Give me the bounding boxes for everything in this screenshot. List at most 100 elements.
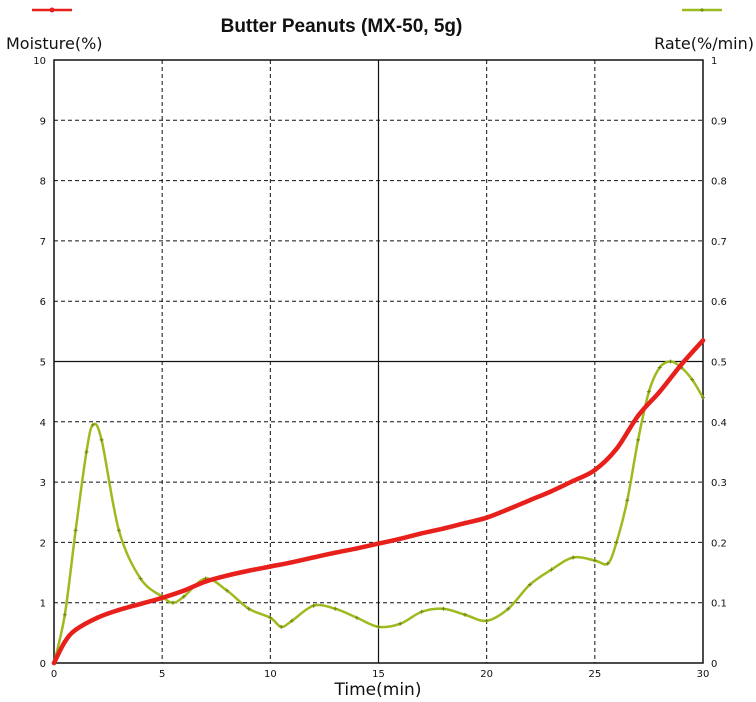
series-rate-point bbox=[246, 606, 251, 611]
series-rate-point bbox=[657, 365, 662, 370]
series-moisture-point bbox=[289, 560, 295, 565]
series-moisture-point bbox=[549, 488, 554, 494]
y-right-tick-label: 0.9 bbox=[711, 116, 727, 127]
series-moisture-point bbox=[614, 446, 619, 452]
series-rate-point bbox=[84, 449, 89, 454]
series-moisture-point bbox=[116, 607, 122, 613]
series-moisture-point bbox=[246, 568, 251, 573]
series-rate-point bbox=[625, 498, 630, 503]
series-moisture-point bbox=[333, 550, 338, 555]
y-left-tick-label: 1 bbox=[40, 599, 46, 610]
series-moisture-point bbox=[700, 338, 706, 343]
series-rate-point bbox=[311, 603, 316, 608]
series-moisture-point bbox=[657, 389, 662, 394]
series-rate-point bbox=[690, 377, 695, 382]
y-right-tick-label: 0 bbox=[711, 659, 717, 670]
y-left-tick-label: 6 bbox=[40, 297, 46, 308]
series-rate-point bbox=[268, 615, 273, 620]
y-left-tick-label: 8 bbox=[40, 177, 46, 188]
series-rate-point bbox=[571, 555, 576, 560]
y-right-tick-label: 0.6 bbox=[711, 297, 727, 308]
series-rate-point bbox=[181, 594, 186, 599]
legend-moisture-marker bbox=[49, 7, 55, 13]
series-rate-point bbox=[354, 615, 359, 620]
series-moisture-point bbox=[181, 588, 186, 593]
series-moisture-point bbox=[354, 546, 360, 551]
series-moisture-point bbox=[506, 507, 511, 512]
series-moisture-point bbox=[73, 627, 78, 633]
y-right-tick-label: 1 bbox=[711, 56, 717, 67]
x-tick-label: 5 bbox=[159, 669, 165, 680]
y-left-tick-label: 3 bbox=[40, 478, 46, 489]
y-left-tick-label: 7 bbox=[40, 237, 46, 248]
series-rate-point bbox=[463, 612, 468, 617]
x-tick-label: 30 bbox=[697, 669, 710, 680]
y-right-tick-label: 0.7 bbox=[711, 237, 727, 248]
series-moisture-point bbox=[203, 579, 208, 584]
series-rate-point bbox=[170, 600, 175, 605]
series-moisture-point bbox=[62, 639, 68, 645]
series-rate-point bbox=[506, 606, 511, 611]
series-moisture-point bbox=[397, 536, 403, 541]
series-rate-point bbox=[668, 359, 673, 364]
series-rate-line bbox=[52, 360, 705, 664]
chart-title: Butter Peanuts (MX-50, 5g) bbox=[220, 16, 463, 37]
series-rate-point bbox=[289, 618, 294, 623]
series-rate-point bbox=[549, 567, 554, 572]
y-axis-right-label: Rate(%/min) bbox=[654, 34, 754, 53]
y-right-tick-label: 0.2 bbox=[711, 538, 727, 549]
y-left-tick-label: 5 bbox=[40, 358, 46, 369]
y-left-tick-label: 9 bbox=[40, 116, 46, 127]
series-rate-point bbox=[441, 606, 446, 611]
x-tick-label: 15 bbox=[372, 669, 385, 680]
series-moisture-point bbox=[635, 413, 641, 418]
y-left-tick-label: 2 bbox=[40, 538, 46, 549]
series-rate-point bbox=[484, 618, 489, 623]
series-moisture-point bbox=[419, 531, 424, 536]
series-moisture-point bbox=[592, 467, 598, 473]
series-moisture-point bbox=[441, 526, 446, 531]
series-rate-point bbox=[73, 528, 78, 533]
series-moisture-point bbox=[311, 555, 316, 560]
series-moisture-point bbox=[679, 362, 684, 367]
x-tick-label: 0 bbox=[51, 669, 57, 680]
x-tick-label: 10 bbox=[264, 669, 277, 680]
series-rate-point bbox=[614, 540, 619, 545]
series-moisture-point bbox=[51, 660, 57, 666]
y-left-tick-label: 10 bbox=[33, 56, 46, 67]
series-rate-point bbox=[646, 389, 651, 394]
series-moisture-point bbox=[95, 615, 100, 620]
series-moisture-point bbox=[571, 478, 576, 484]
y-right-tick-label: 0.8 bbox=[711, 177, 727, 188]
series-moisture-point bbox=[268, 564, 273, 569]
series-rate-point bbox=[99, 437, 104, 442]
series-rate-point bbox=[138, 576, 143, 581]
series-rate-point bbox=[605, 561, 610, 566]
series-moisture-point bbox=[224, 573, 230, 578]
series-rate-point bbox=[419, 609, 424, 614]
series-rate-point bbox=[701, 395, 705, 400]
y-left-tick-label: 4 bbox=[40, 418, 46, 429]
series-rate-point bbox=[376, 624, 381, 629]
series-moisture-point bbox=[462, 520, 468, 526]
y-left-tick-label: 0 bbox=[40, 659, 46, 670]
series-moisture-point bbox=[159, 595, 165, 601]
y-axis-left-label: Moisture(%) bbox=[6, 34, 103, 53]
series-rate-point bbox=[398, 621, 403, 626]
y-right-tick-label: 0.3 bbox=[711, 478, 727, 489]
x-tick-label: 20 bbox=[480, 669, 493, 680]
series-rate-point bbox=[62, 612, 67, 617]
series-rate-point bbox=[527, 582, 532, 587]
series-rate-point bbox=[333, 606, 338, 611]
y-right-tick-label: 0.4 bbox=[711, 418, 727, 429]
x-axis-label: Time(min) bbox=[334, 680, 422, 700]
series-moisture-point bbox=[527, 497, 533, 503]
series-rate-point bbox=[116, 528, 121, 533]
series-rate-point bbox=[279, 624, 284, 629]
legend-rate-marker bbox=[700, 8, 704, 12]
y-right-tick-label: 0.1 bbox=[711, 599, 727, 610]
series-moisture-point bbox=[484, 515, 489, 520]
series-rate-point bbox=[90, 422, 95, 427]
y-right-tick-label: 0.5 bbox=[711, 358, 727, 369]
